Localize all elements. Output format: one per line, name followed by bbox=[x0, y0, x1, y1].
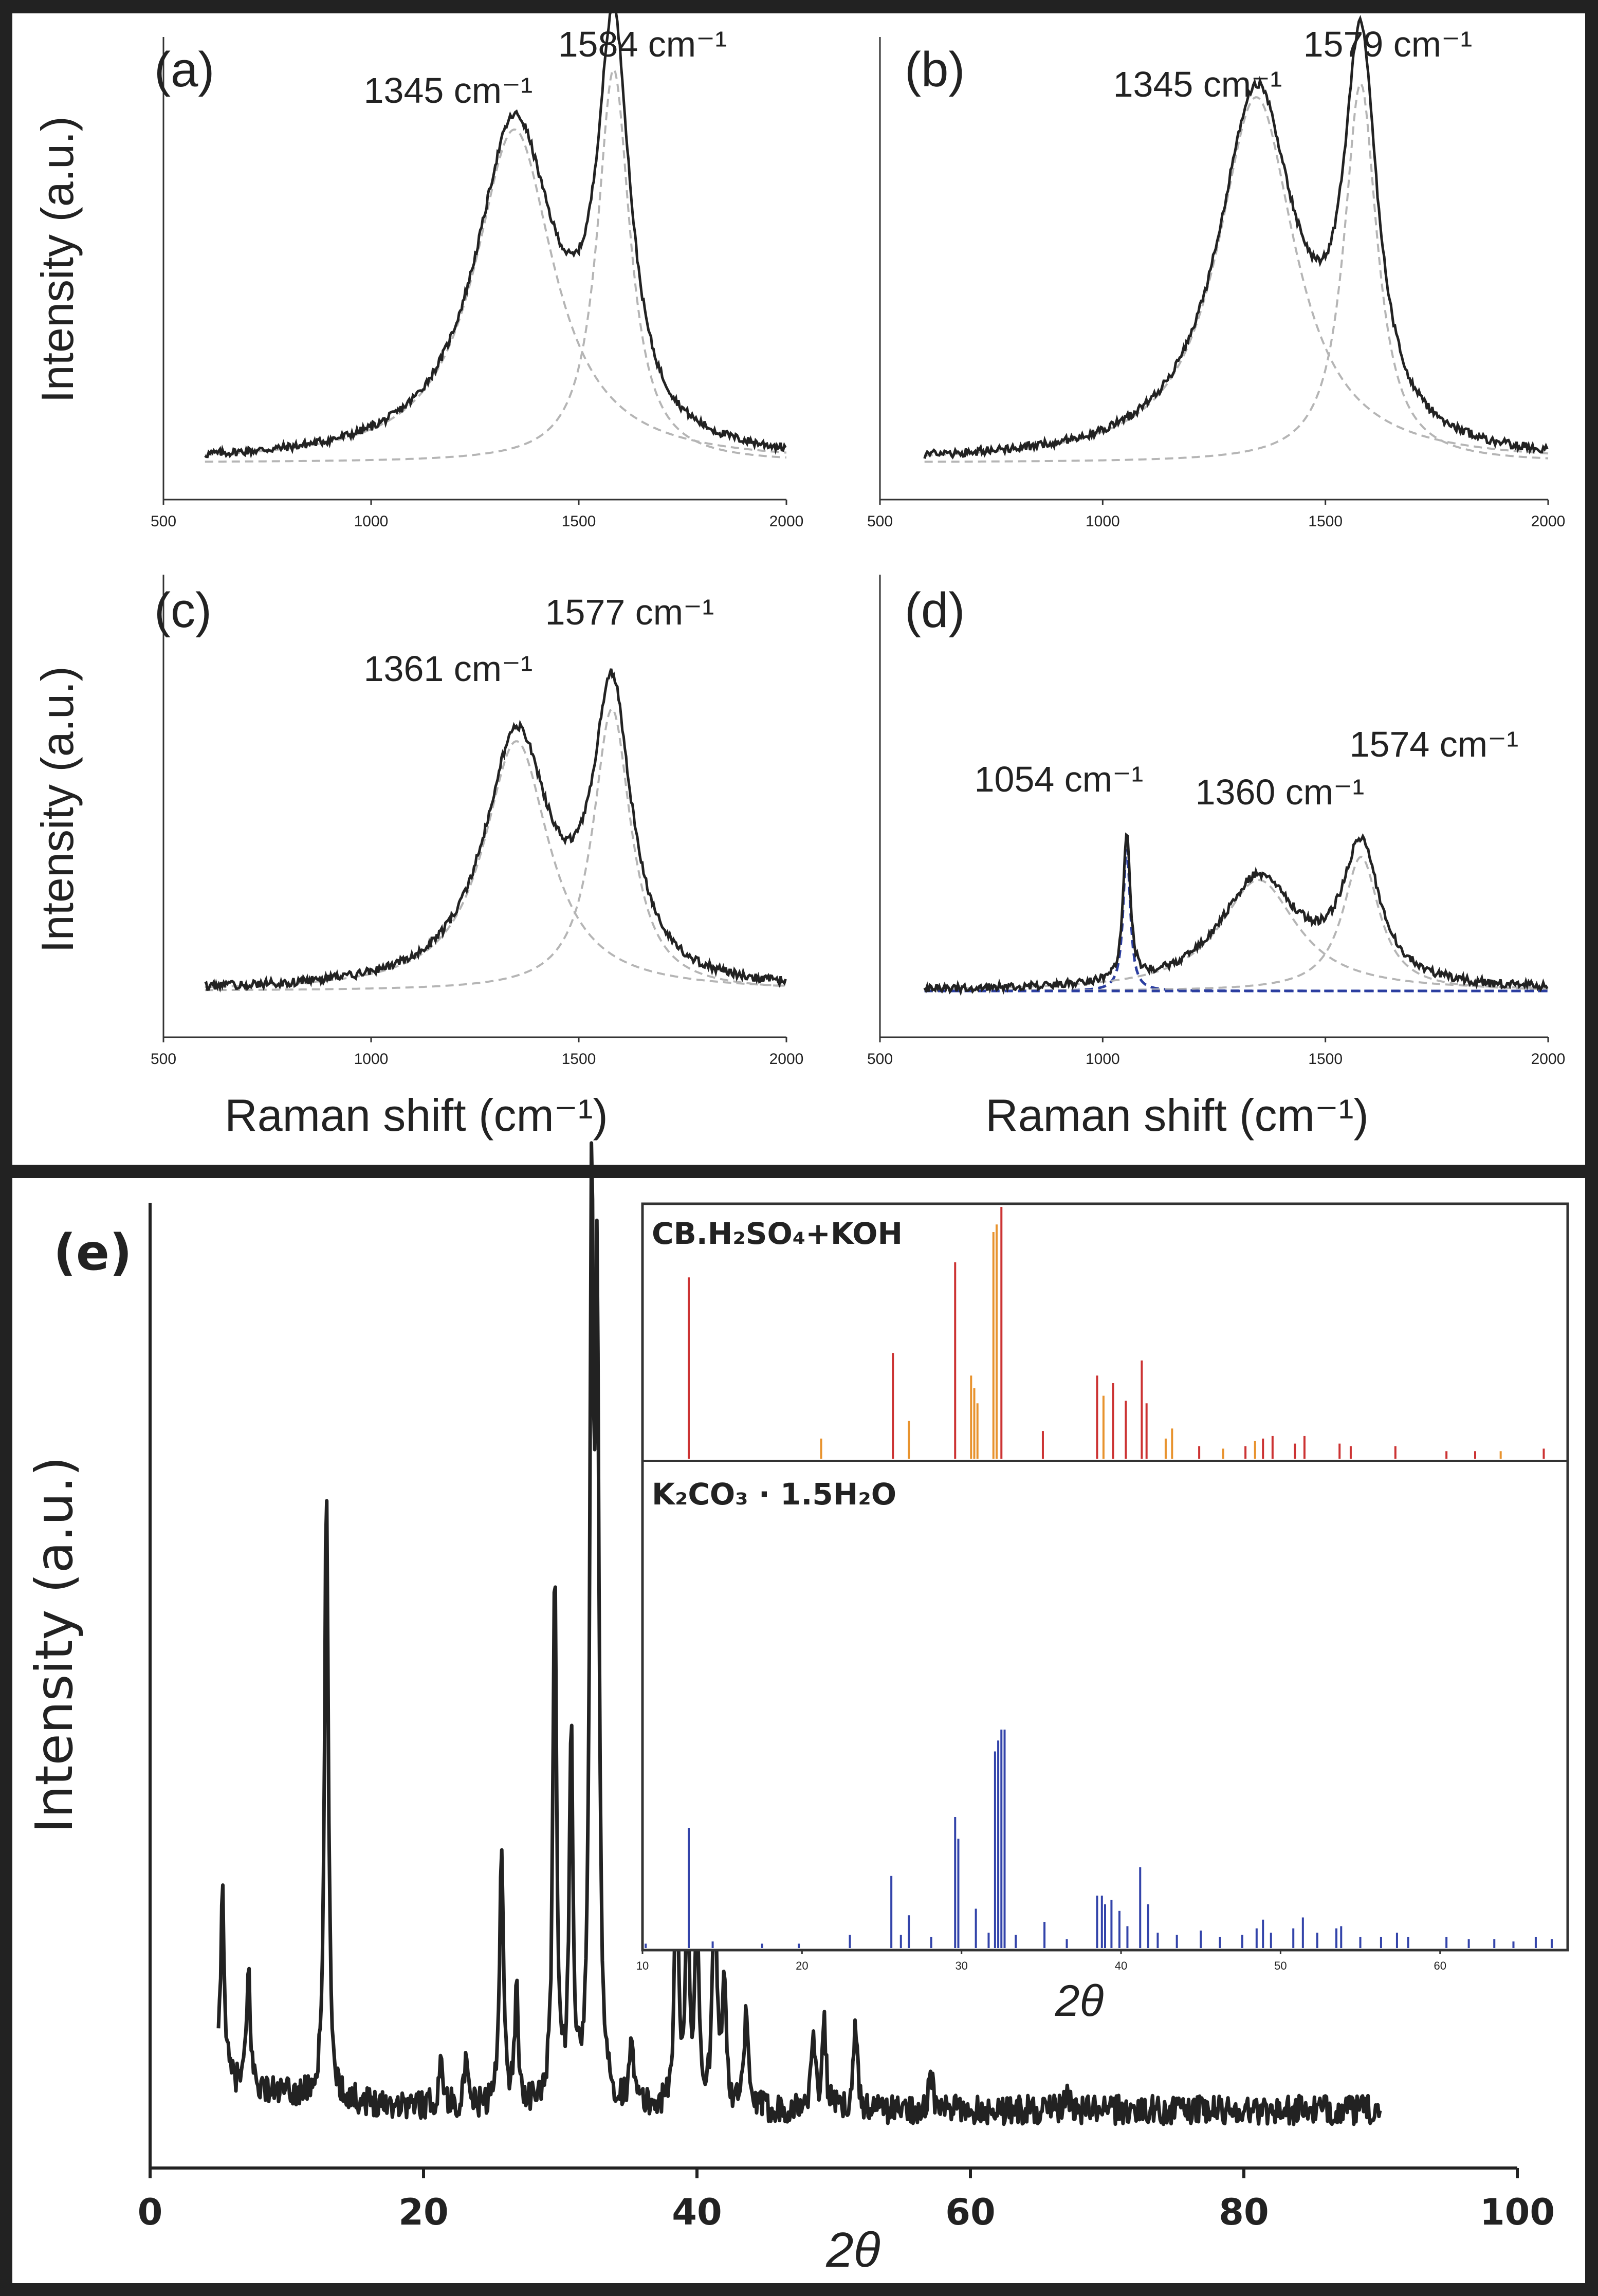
x-tick-label: 1000 bbox=[354, 513, 389, 530]
inset-tick-label: 30 bbox=[955, 1959, 967, 1972]
xrd-block: (e) Intensity (a.u.) 0 20 40 60 80 100 2θ CB.… bbox=[12, 1141, 1585, 2283]
inset-tick-label: 50 bbox=[1274, 1959, 1287, 1972]
x-tick-label: 2000 bbox=[769, 513, 804, 530]
inset-series-label-top: CB.H₂SO₄+KOH bbox=[652, 1216, 903, 1251]
x-tick-label: 80 bbox=[1219, 2191, 1269, 2233]
x-tick-label: 500 bbox=[151, 1051, 176, 1068]
fit-curve bbox=[924, 855, 1549, 992]
x-tick-label: 0 bbox=[138, 2191, 163, 2233]
x-tick-label: 500 bbox=[867, 1051, 893, 1068]
fit-curve bbox=[205, 67, 787, 463]
raman-ylabel-top: Intensity (a.u.) bbox=[32, 116, 83, 403]
peak-label: 1574 cm⁻¹ bbox=[1350, 724, 1519, 764]
panel-label-e: (e) bbox=[53, 1224, 132, 1281]
peak-label: 1577 cm⁻¹ bbox=[545, 592, 714, 632]
y-axis-label: Intensity (a.u.) bbox=[32, 116, 83, 403]
fit-curve bbox=[205, 707, 787, 991]
xrd-x-axis-label: 2θ bbox=[825, 2222, 880, 2277]
raman-ylabel-bottom: Intensity (a.u.) bbox=[32, 666, 83, 953]
x-tick-label: 500 bbox=[151, 513, 176, 530]
x-tick-label: 2000 bbox=[1531, 513, 1566, 530]
inset-series-label-bottom: K₂CO₃ · 1.5H₂O bbox=[652, 1477, 896, 1512]
spectrum-line bbox=[923, 832, 1549, 996]
spectrum-line bbox=[204, 4, 787, 459]
xrd-inset: CB.H₂SO₄+KOH K₂CO₃ · 1.5H₂O 10 20 30 40 50 60 2θ bbox=[636, 1202, 1569, 2026]
inset-x-label: 2θ bbox=[1055, 1976, 1104, 2026]
raman-chart-a: 500 1000 1500 2000 (a) 1345 cm⁻¹ 1584 cm⁻¹ bbox=[151, 4, 804, 530]
spectrum-line bbox=[923, 15, 1549, 460]
peak-label: 1579 cm⁻¹ bbox=[1303, 24, 1473, 64]
x-tick-label: 1500 bbox=[562, 1051, 596, 1068]
x-tick-label: 1500 bbox=[1308, 1051, 1343, 1068]
peak-label: 1054 cm⁻¹ bbox=[975, 759, 1144, 799]
inset-tick-label: 20 bbox=[796, 1959, 808, 1972]
peak-label: 1360 cm⁻¹ bbox=[1196, 772, 1365, 812]
panel-label: (d) bbox=[905, 583, 965, 638]
peak-label: 1345 cm⁻¹ bbox=[364, 70, 533, 111]
fit-curve bbox=[924, 82, 1549, 463]
peak-label: 1584 cm⁻¹ bbox=[558, 24, 727, 64]
x-tick-label: 500 bbox=[867, 513, 893, 530]
x-tick-label: 20 bbox=[398, 2191, 448, 2233]
peak-label: 1361 cm⁻¹ bbox=[364, 649, 533, 689]
panel-label: (a) bbox=[154, 42, 214, 97]
x-tick-label: 1500 bbox=[1308, 513, 1343, 530]
raman-chart-d: 500 1000 1500 2000 (d) 1054 cm⁻¹ 1360 cm⁻¹ 1574… bbox=[867, 575, 1565, 1068]
raman-panel-background bbox=[12, 13, 1585, 1165]
raman-chart-c: 500 1000 1500 2000 (c) 1361 cm⁻¹ 1577 cm⁻¹ bbox=[151, 575, 803, 1068]
x-tick-label: 40 bbox=[672, 2191, 722, 2233]
x-tick-label: 60 bbox=[945, 2191, 995, 2233]
x-tick-label: 1000 bbox=[354, 1051, 389, 1068]
peak-label: 1345 cm⁻¹ bbox=[1113, 64, 1282, 104]
x-axis-label-left: Raman shift (cm⁻¹) bbox=[225, 1090, 608, 1141]
raman-chart-b: 500 1000 1500 2000 (b) 1345 cm⁻¹ 1579 cm⁻¹ bbox=[867, 15, 1566, 530]
x-tick-label: 2000 bbox=[1531, 1051, 1566, 1068]
x-axis-label-right: Raman shift (cm⁻¹) bbox=[985, 1090, 1369, 1141]
x-tick-label: 1000 bbox=[1086, 1051, 1120, 1068]
spectrum-line bbox=[204, 668, 787, 993]
xrd-pattern-line bbox=[216, 1141, 1382, 2126]
panel-label: (c) bbox=[154, 583, 212, 638]
xrd-chart: 0 20 40 60 80 100 bbox=[138, 1141, 1555, 2233]
x-tick-label: 1000 bbox=[1086, 513, 1120, 530]
x-tick-label: 100 bbox=[1480, 2191, 1555, 2233]
x-tick-label: 1500 bbox=[562, 513, 596, 530]
inset-frame bbox=[641, 1202, 1569, 1952]
panel-label: (b) bbox=[905, 42, 965, 97]
y-axis-label: Intensity (a.u.) bbox=[32, 666, 83, 953]
inset-tick-label: 40 bbox=[1115, 1959, 1127, 1972]
inset-tick-label: 60 bbox=[1434, 1959, 1446, 1972]
x-tick-label: 2000 bbox=[769, 1051, 804, 1068]
xrd-y-axis-label: Intensity (a.u.) bbox=[24, 1456, 84, 1833]
raman-block: Intensity (a.u.) Intensity (a.u.) 500 100… bbox=[12, 4, 1585, 1165]
inset-tick-label: 10 bbox=[636, 1959, 649, 1972]
